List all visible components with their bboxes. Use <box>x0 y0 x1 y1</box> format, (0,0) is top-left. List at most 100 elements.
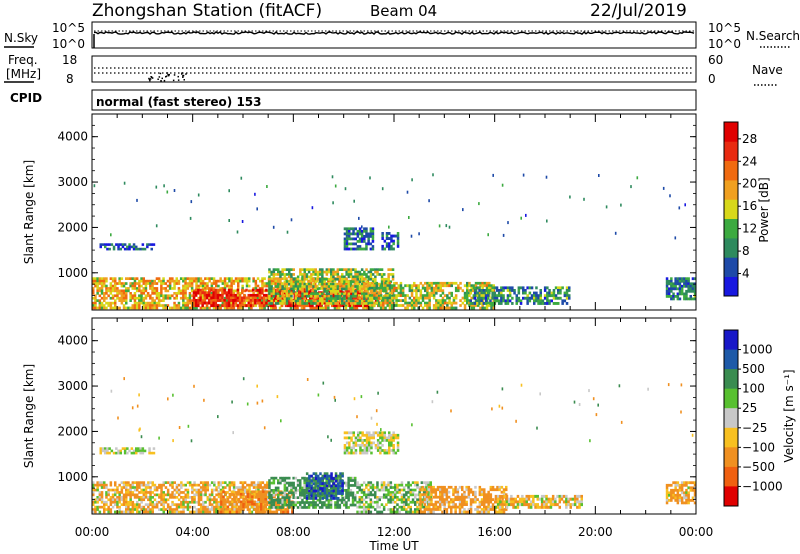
echo-cell <box>256 301 260 305</box>
echo-cell <box>219 488 223 492</box>
echo-cell <box>356 500 359 504</box>
echo-cell <box>493 294 497 298</box>
echo-cell <box>365 232 368 236</box>
echo-cell <box>235 510 239 514</box>
echo-cell <box>519 286 523 290</box>
echo-cell <box>262 510 265 514</box>
echo-cell <box>292 299 295 303</box>
echo-cell <box>305 294 309 298</box>
echo-cell <box>296 287 300 291</box>
echo-cell <box>470 284 473 288</box>
echo-cell <box>468 281 471 285</box>
echo-cell <box>685 282 688 286</box>
echo-cell <box>318 277 322 281</box>
echo-cell <box>419 281 423 285</box>
echo-cell <box>336 503 339 507</box>
echo-cell <box>129 510 132 514</box>
echo-cell <box>186 287 189 290</box>
echo-cell <box>261 481 265 484</box>
echo-cell <box>186 500 190 504</box>
echo-cell <box>452 281 456 285</box>
colorbar-segment <box>724 160 738 181</box>
echo-cell <box>371 227 375 231</box>
echo-cell <box>384 294 387 297</box>
echo-cell <box>264 505 267 509</box>
echo-cell <box>138 498 141 502</box>
echo-cell <box>147 503 150 506</box>
echo-cell <box>182 510 185 514</box>
echo-cell <box>300 306 304 310</box>
echo-cell <box>487 296 490 300</box>
echo-cell <box>441 299 445 302</box>
echo-cell <box>144 496 148 499</box>
echo-cell <box>260 304 264 308</box>
echo-cell <box>250 289 253 293</box>
echo-cell <box>237 486 240 489</box>
echo-cell <box>271 490 274 494</box>
scatter-echo <box>605 205 608 209</box>
echo-cell <box>687 297 690 301</box>
echo-cell <box>133 292 137 295</box>
echo-cell <box>248 500 252 504</box>
echo-cell <box>286 510 290 514</box>
echo-cell <box>105 491 108 494</box>
echo-cell <box>177 493 181 497</box>
echo-cell <box>357 296 360 300</box>
echo-cell <box>506 302 510 305</box>
echo-cell <box>285 476 289 480</box>
echo-cell <box>92 292 95 295</box>
echo-cell <box>151 301 154 305</box>
colorbar-tick-label: 28 <box>742 132 757 146</box>
echo-cell <box>160 500 163 504</box>
echo-cell <box>419 488 422 492</box>
echo-cell <box>426 296 429 300</box>
echo-cell <box>308 497 311 500</box>
echo-cell <box>367 297 370 300</box>
echo-cell <box>345 299 348 303</box>
echo-cell <box>162 498 165 502</box>
echo-cell <box>330 285 333 288</box>
echo-cell <box>246 508 250 511</box>
echo-cell <box>402 505 406 509</box>
echo-cell <box>118 491 121 494</box>
echo-cell <box>388 301 392 305</box>
echo-cell <box>430 286 434 290</box>
echo-cell <box>450 291 453 295</box>
echo-cell <box>227 288 231 292</box>
echo-cell <box>358 505 361 509</box>
echo-cell <box>204 282 207 285</box>
echo-cell <box>535 291 538 295</box>
scatter-echo <box>286 230 289 234</box>
echo-cell <box>195 287 198 290</box>
echo-cell <box>140 481 143 484</box>
echo-cell <box>220 508 223 511</box>
echo-cell <box>405 508 408 511</box>
echo-cell <box>670 297 673 301</box>
echo-cell <box>384 286 387 290</box>
echo-cell <box>367 240 370 243</box>
echo-cell <box>687 282 690 286</box>
echo-cell <box>177 289 181 293</box>
echo-cell <box>672 292 675 296</box>
echo-cell <box>421 493 424 497</box>
echo-cell <box>354 247 357 251</box>
echo-cell <box>184 279 187 283</box>
echo-cell <box>557 302 560 305</box>
echo-cell <box>215 500 218 504</box>
echo-cell <box>376 483 379 487</box>
echo-cell <box>392 239 395 243</box>
echo-cell <box>243 491 247 494</box>
echo-cell <box>146 292 150 295</box>
echo-cell <box>324 306 328 310</box>
echo-cell <box>665 282 669 286</box>
echo-cell <box>96 292 99 295</box>
echo-cell <box>252 292 255 295</box>
echo-cell <box>261 488 265 492</box>
echo-cell <box>457 289 460 293</box>
echo-cell <box>162 304 165 307</box>
echo-cell <box>303 297 306 300</box>
echo-cell <box>205 304 209 308</box>
echo-cell <box>288 270 291 274</box>
echo-cell <box>313 277 317 280</box>
echo-cell <box>678 297 682 301</box>
